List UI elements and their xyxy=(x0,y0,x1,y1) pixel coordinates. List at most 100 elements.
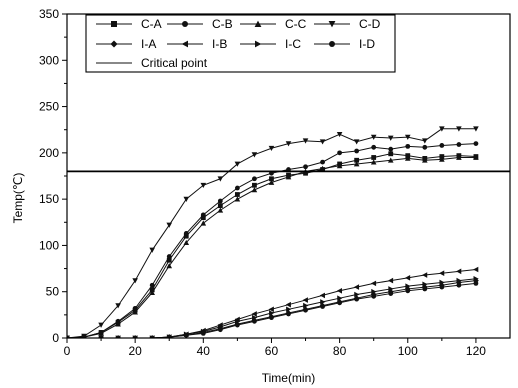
data-point-c-b xyxy=(320,159,325,165)
data-point-c-d xyxy=(404,134,411,140)
data-point-c-d xyxy=(217,176,224,182)
data-point-c-c xyxy=(473,154,479,160)
data-point-c-d xyxy=(456,126,462,132)
data-point-i-c xyxy=(422,281,428,288)
data-point-c-d xyxy=(439,126,445,132)
data-point-i-d xyxy=(303,307,308,313)
data-point-c-d xyxy=(319,139,326,145)
data-point-c-a xyxy=(234,192,240,197)
x-tick-label: 100 xyxy=(398,344,418,358)
data-point-c-d xyxy=(422,138,428,144)
legend-label-critical-point: Critical point xyxy=(141,56,208,70)
series-line-c-d xyxy=(67,128,476,338)
data-point-c-b xyxy=(337,150,343,156)
legend-marker-c-b xyxy=(182,21,188,27)
data-point-c-b xyxy=(183,230,189,236)
data-point-i-d xyxy=(371,293,377,299)
data-point-i-b xyxy=(456,268,462,275)
series-line-i-b xyxy=(67,269,476,338)
data-point-i-d xyxy=(439,284,445,290)
data-point-i-d xyxy=(286,311,291,317)
data-point-c-c xyxy=(115,321,121,327)
legend-label-i-b: I-B xyxy=(212,37,227,51)
data-point-i-b xyxy=(251,311,257,317)
data-point-c-c xyxy=(132,309,138,315)
data-point-i-d xyxy=(252,318,257,324)
data-point-i-d xyxy=(217,327,223,333)
data-point-c-b xyxy=(252,176,257,182)
legend: C-A C-B C-C C-D I-A I-B I-C I-D Critical point xyxy=(85,14,396,73)
data-point-c-a xyxy=(200,215,206,221)
data-point-c-a xyxy=(388,151,394,157)
data-point-c-a xyxy=(354,157,360,163)
data-point-c-b xyxy=(149,282,155,288)
data-point-c-c xyxy=(183,239,190,246)
data-point-c-a xyxy=(183,233,189,239)
legend-marker-i-c xyxy=(255,40,262,48)
data-point-i-d xyxy=(405,288,411,294)
data-point-c-c xyxy=(268,179,275,185)
data-point-c-d xyxy=(251,152,258,158)
y-tick-label: 350 xyxy=(39,7,59,21)
data-point-i-c xyxy=(337,295,343,301)
data-point-i-c xyxy=(456,277,462,284)
data-point-c-b xyxy=(354,148,360,154)
data-point-c-b xyxy=(166,254,172,259)
data-point-c-c xyxy=(422,157,428,163)
data-point-c-d xyxy=(200,182,207,189)
data-point-i-c xyxy=(473,275,479,282)
data-point-c-c xyxy=(353,161,360,167)
data-point-c-c xyxy=(319,165,326,171)
data-point-c-b xyxy=(439,143,445,148)
data-point-c-c xyxy=(370,159,377,165)
data-point-c-d xyxy=(132,278,138,284)
data-point-c-d xyxy=(149,247,155,253)
y-tick-label: 300 xyxy=(39,53,59,67)
data-point-c-c xyxy=(149,289,155,296)
data-point-i-d xyxy=(234,322,240,328)
data-point-i-c xyxy=(269,310,275,316)
data-point-i-b xyxy=(268,306,274,313)
data-point-c-b xyxy=(473,141,479,147)
data-point-c-b xyxy=(200,212,206,218)
legend-marker-i-a xyxy=(110,40,118,48)
x-tick-label: 80 xyxy=(333,344,347,358)
data-point-i-b xyxy=(404,275,411,281)
data-point-i-b xyxy=(439,270,445,276)
data-point-i-d xyxy=(183,332,189,338)
data-point-i-b xyxy=(473,266,479,273)
data-point-i-b xyxy=(422,272,428,278)
data-point-c-d xyxy=(387,135,394,141)
y-tick-label: 100 xyxy=(39,238,59,252)
data-point-c-c xyxy=(200,220,207,226)
data-point-c-a xyxy=(269,176,274,182)
data-point-c-b xyxy=(405,143,411,149)
data-point-i-c xyxy=(388,286,394,292)
data-point-i-c xyxy=(286,306,292,313)
data-point-c-d xyxy=(473,126,479,132)
data-point-c-c xyxy=(217,207,224,213)
data-point-c-d xyxy=(353,139,360,145)
data-point-c-d xyxy=(234,161,241,167)
y-tick-label: 200 xyxy=(39,146,59,160)
x-axis-label: Time(min) xyxy=(262,371,316,385)
data-point-i-b xyxy=(302,297,308,303)
data-point-i-c xyxy=(371,288,377,295)
data-point-c-d xyxy=(98,322,104,328)
legend-label-c-b: C-B xyxy=(212,17,233,31)
y-tick-label: 0 xyxy=(52,331,59,345)
data-point-c-c xyxy=(285,174,292,180)
data-point-c-c xyxy=(336,163,343,169)
data-point-c-c xyxy=(251,187,258,193)
data-point-c-b xyxy=(456,142,462,147)
y-axis-label: Temp(℃) xyxy=(11,173,25,224)
series-i-b xyxy=(67,266,479,338)
data-point-i-d xyxy=(166,334,172,338)
plot-area xyxy=(67,126,510,338)
data-point-c-b xyxy=(217,198,223,204)
data-point-i-b xyxy=(285,301,291,308)
data-point-i-d xyxy=(200,330,206,336)
legend-label-i-d: I-D xyxy=(359,37,375,51)
